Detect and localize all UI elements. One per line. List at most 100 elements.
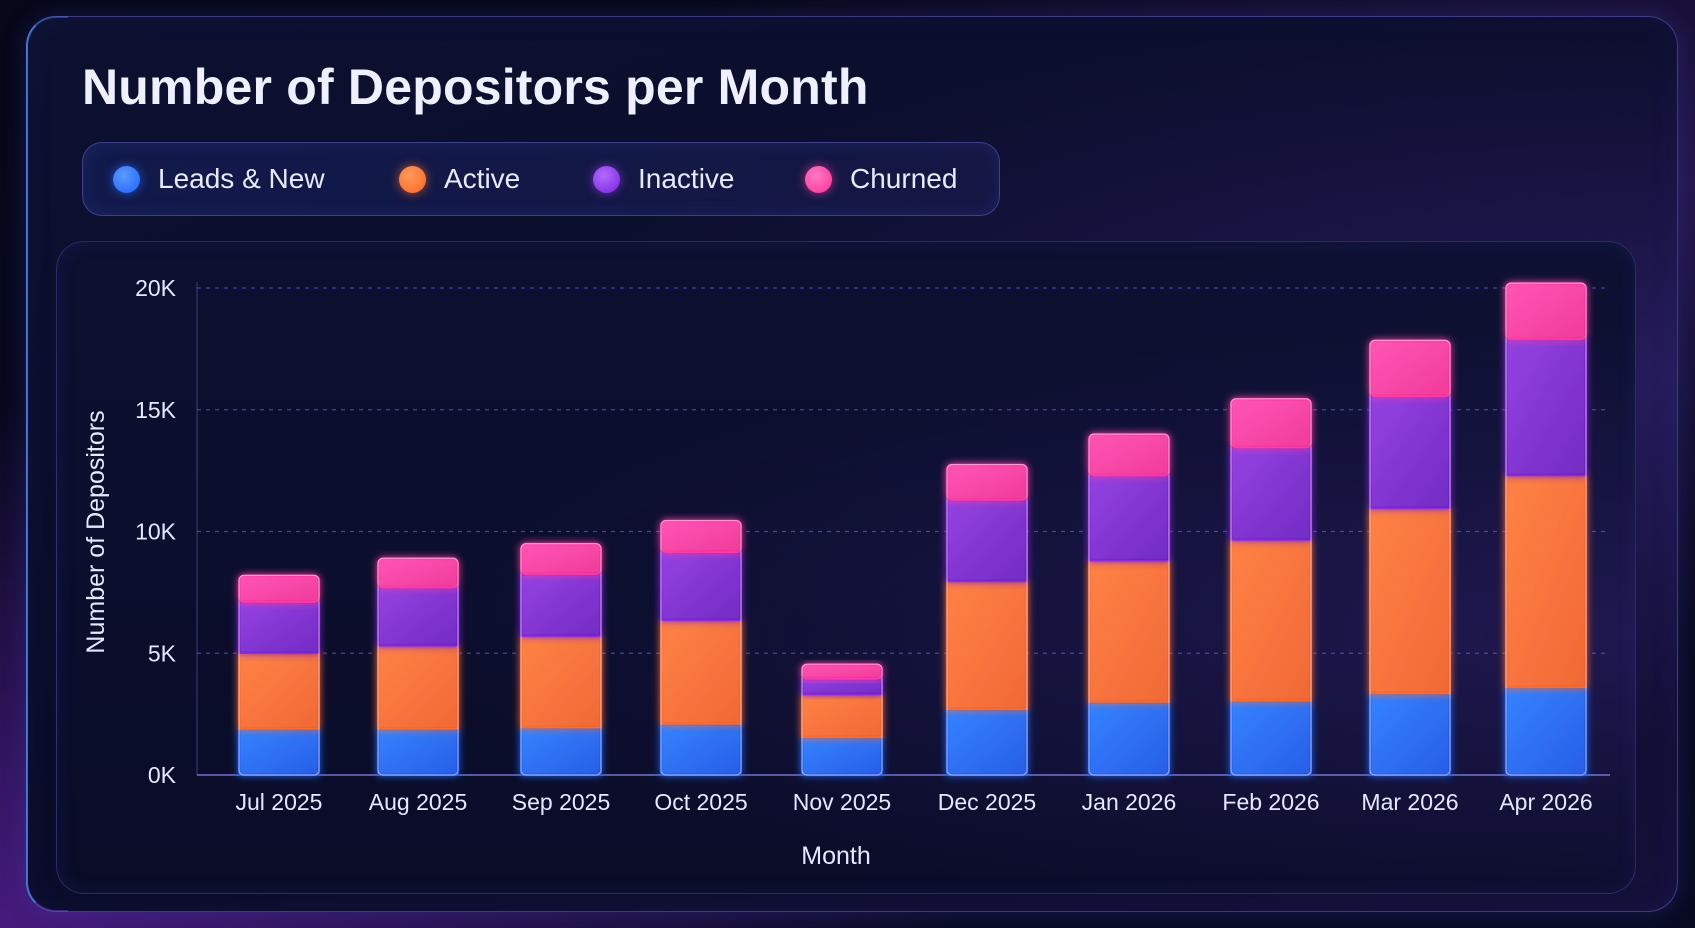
bar-highlight-inactive-nov-2025 [804,680,880,693]
bar-highlight-active-mar-2026 [1372,510,1448,692]
bar-segment-leads-and-new-nov-2025[interactable] [801,736,883,776]
bar-stack-jul-2025[interactable] [238,574,320,776]
bar-outline-feb-2026 [1230,398,1312,776]
bar-highlight-active-feb-2026 [1233,542,1309,699]
bar-highlight-inactive-dec-2025 [949,501,1025,580]
bar-highlight-churned-oct-2025 [663,522,739,551]
bar-segment-inactive-sep-2025[interactable] [520,573,602,637]
bar-highlight-churned-sep-2025 [523,545,599,573]
legend-item-active[interactable]: Active [399,143,520,215]
bar-segment-inactive-apr-2026[interactable] [1505,338,1587,477]
x-tick-label-nov-2025: Nov 2025 [793,789,891,815]
legend-swatch-inactive [593,165,620,193]
bar-segment-leads-and-new-jan-2026[interactable] [1088,701,1170,776]
legend-label-active: Active [444,163,521,194]
bar-highlight-churned-aug-2025 [380,560,456,586]
bar-outline-dec-2025 [946,463,1028,776]
bar-highlight-churned-mar-2026 [1372,342,1448,395]
legend: Leads & New Active Inactive Churned [82,142,1000,216]
bar-highlight-active-sep-2025 [523,638,599,726]
bar-highlight-leads-and-new-dec-2025 [949,711,1025,773]
bar-highlight-leads-and-new-mar-2026 [1372,695,1448,773]
bar-segment-active-nov-2025[interactable] [801,693,883,739]
legend-label-churned: Churned [850,163,958,194]
legend-swatch-active [399,165,426,193]
bar-segment-inactive-aug-2025[interactable] [377,586,459,647]
bar-highlight-leads-and-new-nov-2025 [804,739,880,773]
bar-stack-aug-2025[interactable] [377,557,459,776]
x-tick-label-aug-2025: Aug 2025 [369,789,467,815]
bar-stack-sep-2025[interactable] [520,542,602,776]
chart-title: Number of Depositors per Month [82,59,869,115]
x-tick-label-dec-2025: Dec 2025 [938,789,1036,815]
bar-highlight-leads-and-new-apr-2026 [1508,689,1584,773]
bar-segment-inactive-jan-2026[interactable] [1088,474,1170,562]
bar-highlight-inactive-aug-2025 [380,589,456,644]
bar-highlight-churned-apr-2026 [1508,285,1584,338]
bar-highlight-churned-jul-2025 [241,577,317,601]
bar-stack-apr-2026[interactable] [1505,282,1587,776]
bar-highlight-active-oct-2025 [663,622,739,722]
y-tick-label-20k: 20K [135,275,177,301]
bar-highlight-active-apr-2026 [1508,477,1584,686]
bar-highlight-active-jan-2026 [1091,562,1167,700]
legend-swatch-leads-new [113,165,140,193]
bar-segment-active-sep-2025[interactable] [520,635,602,729]
x-tick-label-jan-2026: Jan 2026 [1082,789,1177,815]
bar-segment-active-jan-2026[interactable] [1088,559,1170,703]
bar-segment-leads-and-new-sep-2025[interactable] [520,726,602,776]
legend-label-inactive: Inactive [638,163,735,194]
x-tick-label-apr-2026: Apr 2026 [1499,789,1592,815]
bar-highlight-active-jul-2025 [241,655,317,727]
bar-outline-jul-2025 [238,574,320,776]
bar-stack-dec-2025[interactable] [946,463,1028,776]
y-axis-title: Number of Depositors [82,410,110,653]
bar-highlight-inactive-mar-2026 [1372,398,1448,507]
x-axis-title: Month [801,842,870,870]
y-tick-label-0k: 0K [148,762,177,788]
bars [238,282,1587,776]
bar-highlight-leads-and-new-oct-2025 [663,725,739,773]
legend-item-leads-new[interactable]: Leads & New [113,143,325,215]
legend-label-leads-new: Leads & New [158,163,325,194]
bar-highlight-inactive-feb-2026 [1233,449,1309,539]
legend-item-inactive[interactable]: Inactive [593,143,735,215]
bar-stack-mar-2026[interactable] [1369,339,1451,776]
bar-highlight-churned-feb-2026 [1233,400,1309,446]
x-tick-label-mar-2026: Mar 2026 [1361,789,1458,815]
bar-highlight-leads-and-new-aug-2025 [380,730,456,773]
bar-stack-oct-2025[interactable] [660,519,742,776]
legend-swatch-churned [805,165,832,193]
bar-highlight-leads-and-new-sep-2025 [523,729,599,773]
x-tick-label-sep-2025: Sep 2025 [512,789,610,815]
bar-outline-oct-2025 [660,519,742,776]
bar-outline-apr-2026 [1505,282,1587,776]
bar-stack-nov-2025[interactable] [801,663,883,776]
bar-highlight-active-nov-2025 [804,696,880,736]
bar-segment-active-feb-2026[interactable] [1230,539,1312,702]
x-tick-label-feb-2026: Feb 2026 [1222,789,1319,815]
bar-highlight-inactive-oct-2025 [663,554,739,619]
bar-highlight-churned-nov-2025 [804,666,880,677]
legend-item-churned[interactable]: Churned [805,143,957,215]
bar-highlight-inactive-sep-2025 [523,576,599,635]
bar-segment-active-apr-2026[interactable] [1505,474,1587,689]
x-tick-label-jul-2025: Jul 2025 [236,789,323,815]
bar-segment-inactive-feb-2026[interactable] [1230,446,1312,541]
bar-stack-feb-2026[interactable] [1230,398,1312,776]
y-tick-label-5k: 5K [148,640,177,666]
x-tick-label-oct-2025: Oct 2025 [654,789,747,815]
bar-outline-mar-2026 [1369,339,1451,776]
bar-segment-inactive-mar-2026[interactable] [1369,395,1451,510]
bar-outline-sep-2025 [520,543,602,776]
bar-segment-active-aug-2025[interactable] [377,645,459,730]
bar-segment-leads-and-new-jul-2025[interactable] [238,727,320,776]
axis-labels: 0K 5K 10K 15K 20K Jul 2025 Aug 2025 Sep 2025 Oct… [82,275,1593,870]
bar-stack-jan-2026[interactable] [1088,433,1170,776]
bar-highlight-inactive-jul-2025 [241,604,317,652]
bar-highlight-leads-and-new-feb-2026 [1233,702,1309,773]
bar-highlight-active-dec-2025 [949,583,1025,708]
bar-highlight-churned-jan-2026 [1091,436,1167,474]
bar-highlight-leads-and-new-jan-2026 [1091,703,1167,773]
